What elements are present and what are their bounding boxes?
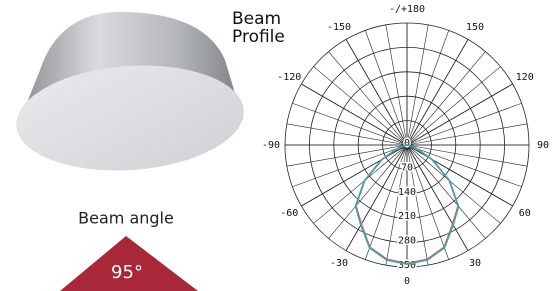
angle-label: 120	[516, 72, 534, 83]
badge-text: 95°	[111, 262, 143, 283]
angle-label: -30	[330, 258, 348, 269]
angle-label: -90	[262, 140, 280, 151]
angle-label: 30	[469, 258, 481, 269]
angle-label: -150	[327, 22, 351, 33]
radial-label: 280	[398, 236, 416, 247]
chart-title: Beam Profile	[232, 10, 292, 46]
radial-label: 0	[404, 138, 410, 149]
radial-label: 140	[398, 187, 416, 198]
angle-label: 150	[466, 22, 484, 33]
angle-label: 60	[519, 208, 531, 219]
angle-label: -120	[277, 72, 301, 83]
angle-label: 0	[404, 276, 410, 287]
polar-chart: -150 -120 -90 -60 -30 0 30 60 90 120 150 -/+180 0 70 1…	[262, 4, 549, 287]
radial-label: 210	[398, 211, 416, 222]
product-label: Beam angle	[78, 209, 174, 228]
angle-label: 90	[537, 140, 549, 151]
page: {"product": {"label": "Beam angle", "bad…	[0, 0, 560, 291]
angle-label: -60	[280, 208, 298, 219]
radial-label: 70	[401, 162, 413, 173]
angle-label: -/+180	[389, 4, 425, 15]
lamp-image	[13, 12, 248, 178]
